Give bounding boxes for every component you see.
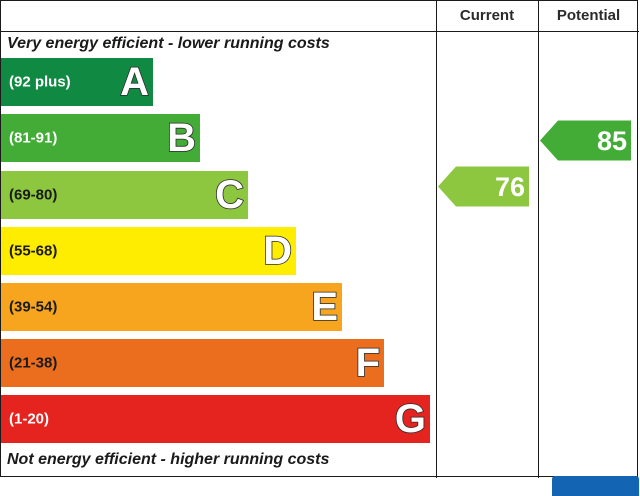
svg-text:D: D <box>263 229 292 273</box>
svg-text:A: A <box>120 60 149 104</box>
svg-text:76: 76 <box>495 172 525 202</box>
svg-text:C: C <box>215 173 244 217</box>
svg-text:B: B <box>167 116 196 160</box>
svg-text:G: G <box>395 397 426 441</box>
svg-text:E: E <box>311 285 338 329</box>
svg-text:F: F <box>356 341 380 385</box>
svg-text:85: 85 <box>597 126 627 156</box>
